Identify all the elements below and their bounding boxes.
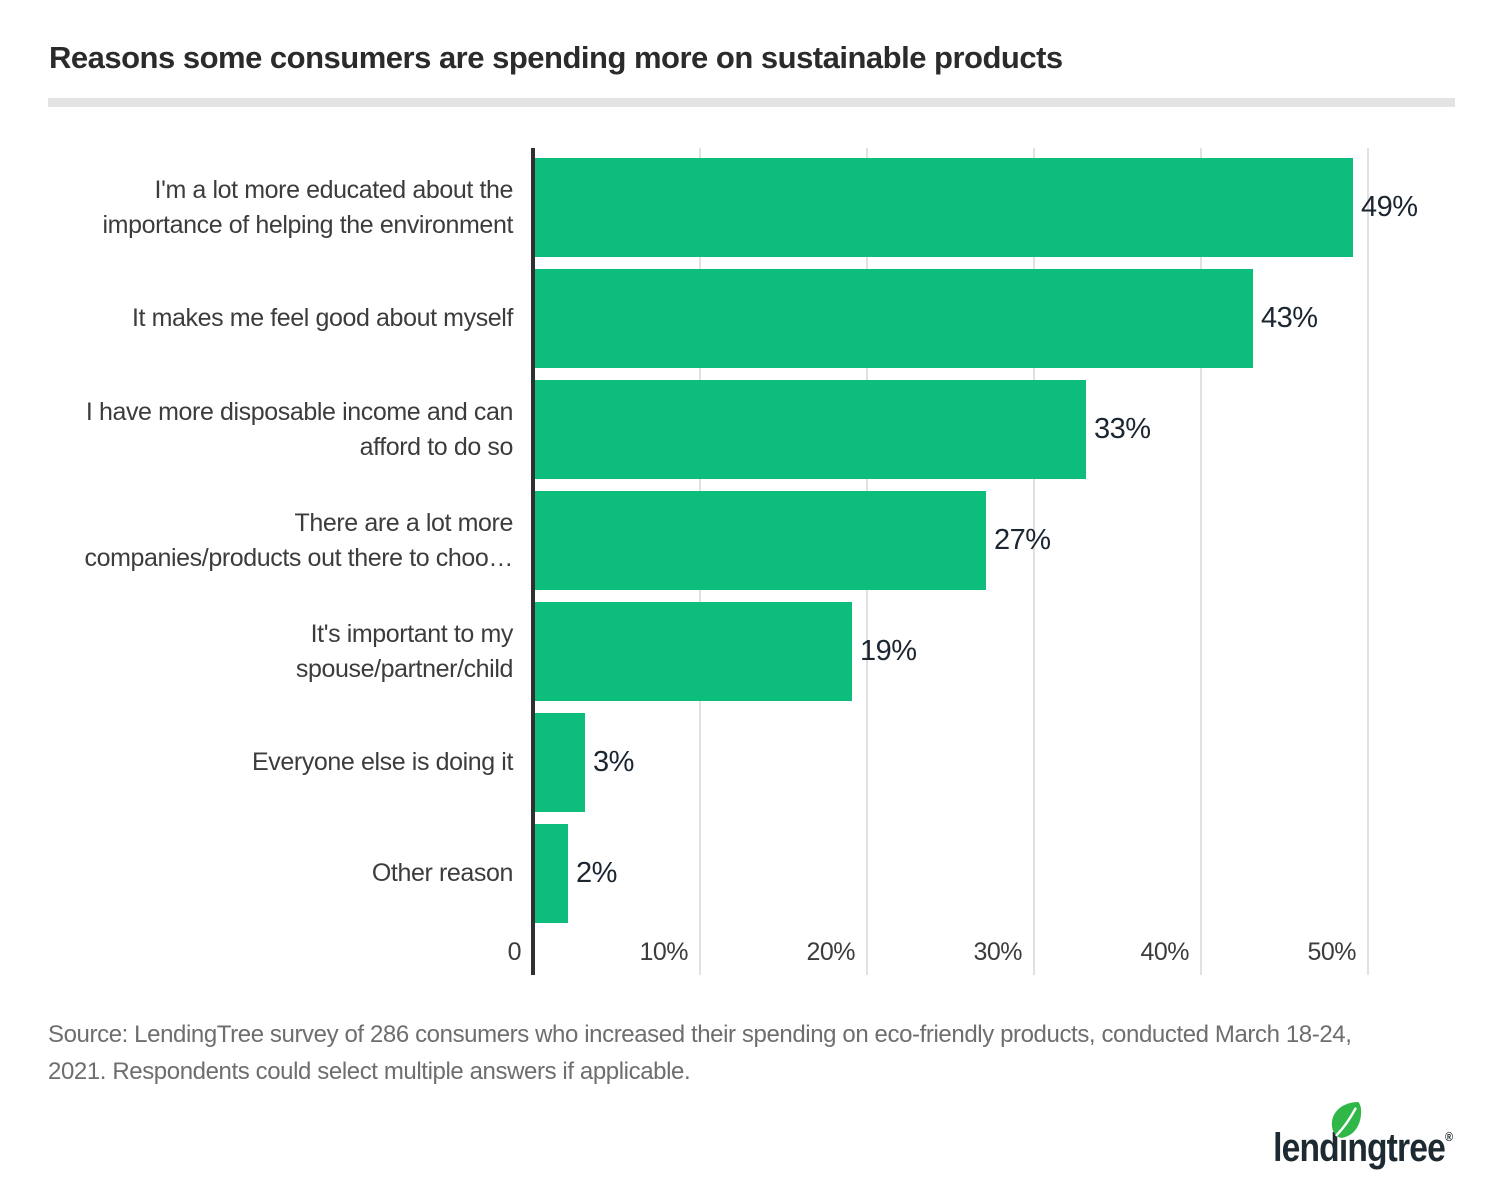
x-tick-label: 40%: [1140, 938, 1189, 966]
lendingtree-logo: lendıngtree®: [1239, 1126, 1453, 1171]
bar: [535, 380, 1086, 479]
category-label: There are a lot more companies/products …: [18, 491, 513, 590]
x-tick-label: 10%: [639, 938, 688, 966]
value-label: 33%: [1094, 413, 1151, 445]
title-divider: [48, 98, 1455, 107]
y-axis-line: [531, 148, 535, 975]
source-note: Source: LendingTree survey of 286 consum…: [48, 1021, 1352, 1085]
value-label: 3%: [593, 746, 634, 778]
bar: [535, 269, 1253, 368]
registered-mark: ®: [1444, 1129, 1453, 1144]
category-label: I have more disposable income and can af…: [18, 380, 514, 479]
x-tick-label: 0: [507, 938, 522, 966]
category-label-text: It's important to my spouse/partner/chil…: [295, 619, 514, 683]
gridline-40pct: [1200, 148, 1202, 975]
category-label: Everyone else is doing it: [18, 713, 513, 812]
bar: [535, 158, 1353, 257]
bar: [535, 602, 852, 701]
page-title: Reasons some consumers are spending more…: [49, 40, 1063, 75]
category-label-text: It makes me feel good about myself: [131, 304, 513, 332]
category-label-text: I have more disposable income and can af…: [85, 397, 514, 461]
category-label-text: I'm a lot more educated about the import…: [102, 175, 514, 239]
category-label-text: Other reason: [371, 859, 514, 887]
gridline-30pct: [1033, 148, 1035, 975]
x-tick-label: 50%: [1307, 938, 1356, 966]
bar: [535, 713, 585, 812]
category-label: It makes me feel good about myself: [18, 269, 513, 368]
value-label: 2%: [576, 857, 617, 889]
bar: [535, 824, 568, 923]
value-label: 27%: [994, 524, 1051, 556]
bar: [535, 491, 986, 590]
value-label: 43%: [1261, 302, 1318, 334]
lendingtree-wordmark: lendıngtree®: [1272, 1126, 1453, 1170]
x-tick-label: 30%: [973, 938, 1022, 966]
leaf-icon: [1331, 1102, 1362, 1138]
category-label: It's important to my spouse/partner/chil…: [18, 602, 514, 701]
category-label-text: Everyone else is doing it: [252, 748, 513, 776]
category-label-text: There are a lot more companies/products …: [84, 508, 513, 572]
category-label: I'm a lot more educated about the import…: [18, 158, 514, 257]
value-label: 49%: [1361, 191, 1418, 223]
x-tick-label: 20%: [806, 938, 855, 966]
gridline-50pct: [1367, 148, 1369, 975]
value-label: 19%: [860, 635, 917, 667]
category-label: Other reason: [18, 824, 514, 923]
